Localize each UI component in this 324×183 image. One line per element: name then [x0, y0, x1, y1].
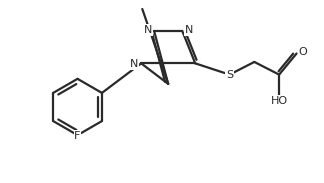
- Text: S: S: [226, 70, 233, 80]
- Text: N: N: [185, 25, 193, 35]
- Text: N: N: [144, 25, 152, 35]
- Text: O: O: [299, 47, 307, 57]
- Text: HO: HO: [271, 96, 288, 106]
- Text: N: N: [130, 59, 138, 70]
- Text: F: F: [74, 131, 81, 141]
